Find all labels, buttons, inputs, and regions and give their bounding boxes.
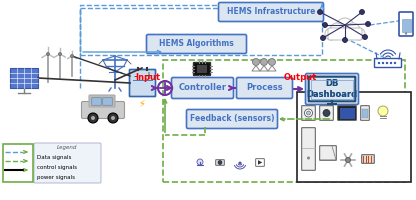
Text: power signals: power signals	[37, 174, 75, 180]
FancyBboxPatch shape	[339, 108, 354, 118]
FancyBboxPatch shape	[186, 110, 277, 129]
Circle shape	[70, 54, 74, 58]
Circle shape	[111, 116, 115, 120]
Text: Output: Output	[283, 73, 317, 82]
Circle shape	[378, 106, 388, 116]
FancyBboxPatch shape	[82, 102, 124, 118]
Circle shape	[323, 110, 330, 116]
FancyBboxPatch shape	[302, 106, 315, 120]
FancyBboxPatch shape	[89, 95, 115, 107]
Circle shape	[307, 156, 310, 160]
FancyBboxPatch shape	[103, 98, 112, 105]
Circle shape	[322, 22, 327, 27]
Circle shape	[317, 9, 322, 15]
Circle shape	[405, 32, 407, 35]
Bar	[163, 60, 405, 182]
FancyBboxPatch shape	[320, 106, 333, 120]
FancyBboxPatch shape	[399, 12, 413, 36]
Text: HEMS Infrastructure: HEMS Infrastructure	[227, 7, 315, 17]
FancyBboxPatch shape	[34, 143, 101, 183]
Circle shape	[108, 113, 118, 123]
Circle shape	[390, 62, 392, 64]
Circle shape	[325, 28, 337, 40]
Text: Controller: Controller	[178, 84, 226, 92]
Circle shape	[394, 62, 396, 64]
Circle shape	[260, 58, 267, 66]
FancyBboxPatch shape	[92, 98, 102, 105]
FancyBboxPatch shape	[237, 77, 292, 98]
Circle shape	[88, 113, 98, 123]
Circle shape	[47, 52, 50, 55]
FancyBboxPatch shape	[197, 65, 207, 73]
Circle shape	[320, 36, 325, 40]
Circle shape	[342, 38, 347, 43]
Circle shape	[346, 23, 360, 37]
FancyBboxPatch shape	[320, 146, 336, 160]
FancyBboxPatch shape	[218, 2, 324, 21]
FancyBboxPatch shape	[129, 70, 156, 97]
Circle shape	[253, 58, 260, 66]
Text: ▶: ▶	[258, 160, 262, 166]
Text: ⚡: ⚡	[139, 99, 146, 109]
FancyBboxPatch shape	[309, 77, 355, 101]
Text: HEMS Algorithms: HEMS Algorithms	[159, 40, 234, 48]
Circle shape	[307, 111, 310, 115]
Text: DB
Dashboard: DB Dashboard	[307, 79, 358, 99]
FancyBboxPatch shape	[361, 106, 369, 120]
FancyBboxPatch shape	[216, 160, 224, 165]
FancyBboxPatch shape	[328, 28, 362, 40]
FancyBboxPatch shape	[401, 19, 411, 32]
FancyBboxPatch shape	[10, 68, 38, 88]
Circle shape	[268, 58, 275, 66]
Circle shape	[366, 21, 371, 26]
Text: Input: Input	[136, 73, 161, 82]
FancyBboxPatch shape	[302, 128, 315, 170]
Circle shape	[330, 23, 344, 37]
Circle shape	[59, 52, 62, 55]
FancyBboxPatch shape	[305, 73, 359, 104]
Circle shape	[353, 28, 365, 40]
Circle shape	[386, 62, 388, 64]
Circle shape	[378, 62, 380, 64]
FancyBboxPatch shape	[171, 77, 233, 98]
Text: Feedback (sensors): Feedback (sensors)	[190, 114, 274, 123]
Text: -: -	[133, 71, 137, 81]
FancyBboxPatch shape	[362, 109, 368, 118]
Circle shape	[359, 9, 364, 15]
FancyBboxPatch shape	[297, 92, 411, 182]
FancyBboxPatch shape	[338, 106, 356, 120]
Circle shape	[382, 62, 384, 64]
FancyBboxPatch shape	[256, 159, 264, 166]
Circle shape	[238, 162, 242, 164]
FancyBboxPatch shape	[374, 58, 401, 68]
Text: Legend: Legend	[57, 146, 77, 150]
Text: Process: Process	[246, 84, 283, 92]
Bar	[80, 5, 322, 55]
Text: DB
Dashboard: DB Dashboard	[307, 79, 358, 99]
FancyBboxPatch shape	[193, 62, 210, 75]
Text: +: +	[144, 71, 152, 81]
Circle shape	[346, 158, 351, 162]
Circle shape	[197, 159, 203, 165]
FancyBboxPatch shape	[146, 34, 247, 53]
FancyBboxPatch shape	[362, 155, 374, 163]
Text: Data signals: Data signals	[37, 154, 72, 160]
Bar	[3, 144, 33, 182]
Circle shape	[336, 18, 354, 36]
Circle shape	[362, 34, 367, 40]
Text: control signals: control signals	[37, 164, 77, 170]
Circle shape	[218, 160, 222, 164]
Circle shape	[91, 116, 95, 120]
Circle shape	[305, 109, 312, 117]
